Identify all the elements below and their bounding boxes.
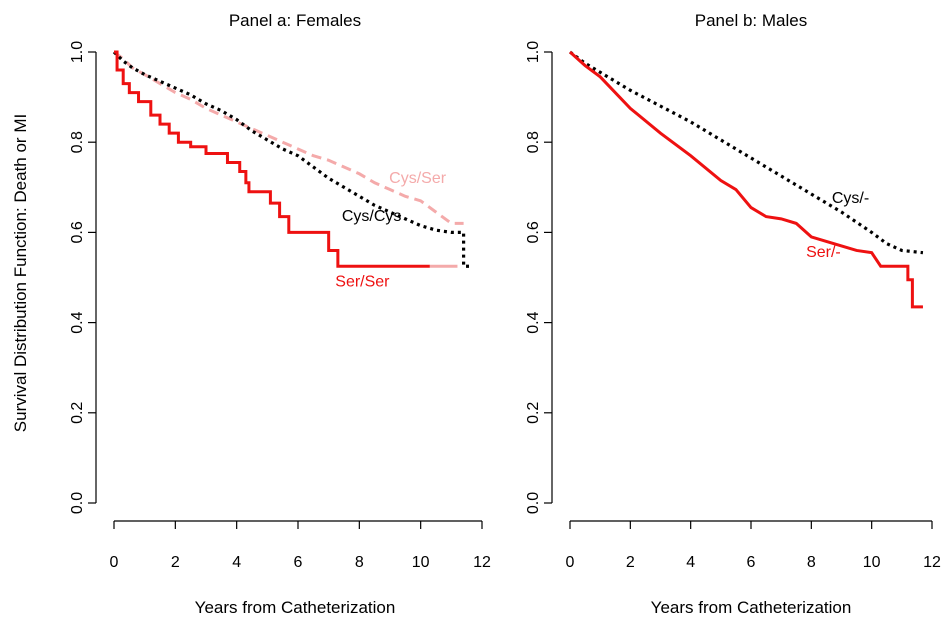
panel-a-axes: 0.0 0.2 0.4 0.6 0.8 1.0 0 2 4 6 8 10 12 bbox=[69, 41, 491, 571]
panel-b-x-tick-label: 12 bbox=[923, 554, 941, 571]
panel-a-x-axis-title: Years from Catheterization bbox=[195, 598, 396, 617]
panel-a-y-tick-label: 0.2 bbox=[69, 402, 86, 424]
panel-b-x-tick-label: 0 bbox=[566, 554, 575, 571]
panel-b-series-label: Ser/- bbox=[806, 244, 841, 261]
panel-b-y-tick-label: 0.4 bbox=[525, 311, 542, 333]
panel-b-x-tick-label: 8 bbox=[807, 554, 816, 571]
panel-a-y-tick-label: 0.0 bbox=[69, 492, 86, 514]
panel-a-x-tick-label: 4 bbox=[232, 554, 241, 571]
panel-b-axes: 0.0 0.2 0.4 0.6 0.8 1.0 0 2 4 6 8 10 12 bbox=[525, 41, 941, 571]
panel-a-x-tick-label: 2 bbox=[171, 554, 180, 571]
panel-b-title: Panel b: Males bbox=[695, 11, 807, 30]
panel-b-x-axis-title: Years from Catheterization bbox=[651, 598, 852, 617]
panel-a-series-label: Cys/Cys bbox=[342, 208, 402, 225]
panel-a-series-label: Ser/Ser bbox=[335, 274, 390, 291]
panel-a-y-tick-label: 0.4 bbox=[69, 311, 86, 333]
panel-a-series-ser-ser bbox=[114, 50, 430, 268]
panel-a: Panel a: Females Years from Catheterizat… bbox=[69, 11, 491, 617]
panel-a-y-tick-label: 0.8 bbox=[69, 131, 86, 153]
panel-a-labels: Cys/Ser Cys/Cys Ser/Ser bbox=[335, 170, 446, 291]
panel-a-x-tick-label: 12 bbox=[473, 554, 491, 571]
panel-b-series-label: Cys/- bbox=[832, 190, 869, 207]
panel-a-x-tick-label: 8 bbox=[355, 554, 364, 571]
panel-b-y-tick-label: 0.2 bbox=[525, 402, 542, 424]
panel-a-x-tick-label: 6 bbox=[294, 554, 303, 571]
panel-a-x-tick-label: 10 bbox=[412, 554, 430, 571]
panel-b-series bbox=[568, 50, 924, 309]
panel-b-labels: Cys/- Ser/- bbox=[806, 190, 869, 261]
panel-b-y-tick-label: 0.6 bbox=[525, 221, 542, 243]
panel-b-y-tick-label: 0.0 bbox=[525, 492, 542, 514]
panel-b-y-tick-label: 1.0 bbox=[525, 41, 542, 63]
panel-a-series-cys-cys bbox=[112, 50, 470, 268]
panel-b-x-tick-label: 6 bbox=[747, 554, 756, 571]
panel-a-series-label: Cys/Ser bbox=[389, 170, 447, 187]
panel-b-series-ser bbox=[568, 50, 923, 309]
panel-a-y-tick-label: 1.0 bbox=[69, 41, 86, 63]
panel-a-title: Panel a: Females bbox=[229, 11, 361, 30]
panel-a-series bbox=[112, 50, 470, 268]
panel-a-y-tick-label: 0.6 bbox=[69, 221, 86, 243]
y-axis-title: Survival Distribution Function: Death or… bbox=[11, 114, 30, 432]
panel-a-x-tick-label: 0 bbox=[110, 554, 119, 571]
panel-b: Panel b: Males Years from Catheterizatio… bbox=[525, 11, 941, 617]
panel-b-y-tick-label: 0.8 bbox=[525, 131, 542, 153]
panel-a-series-cys-ser bbox=[113, 50, 464, 225]
panel-b-x-tick-label: 10 bbox=[863, 554, 881, 571]
panel-b-series-cys bbox=[569, 50, 924, 255]
panel-b-x-tick-label: 2 bbox=[626, 554, 635, 571]
panel-b-x-tick-label: 4 bbox=[686, 554, 695, 571]
